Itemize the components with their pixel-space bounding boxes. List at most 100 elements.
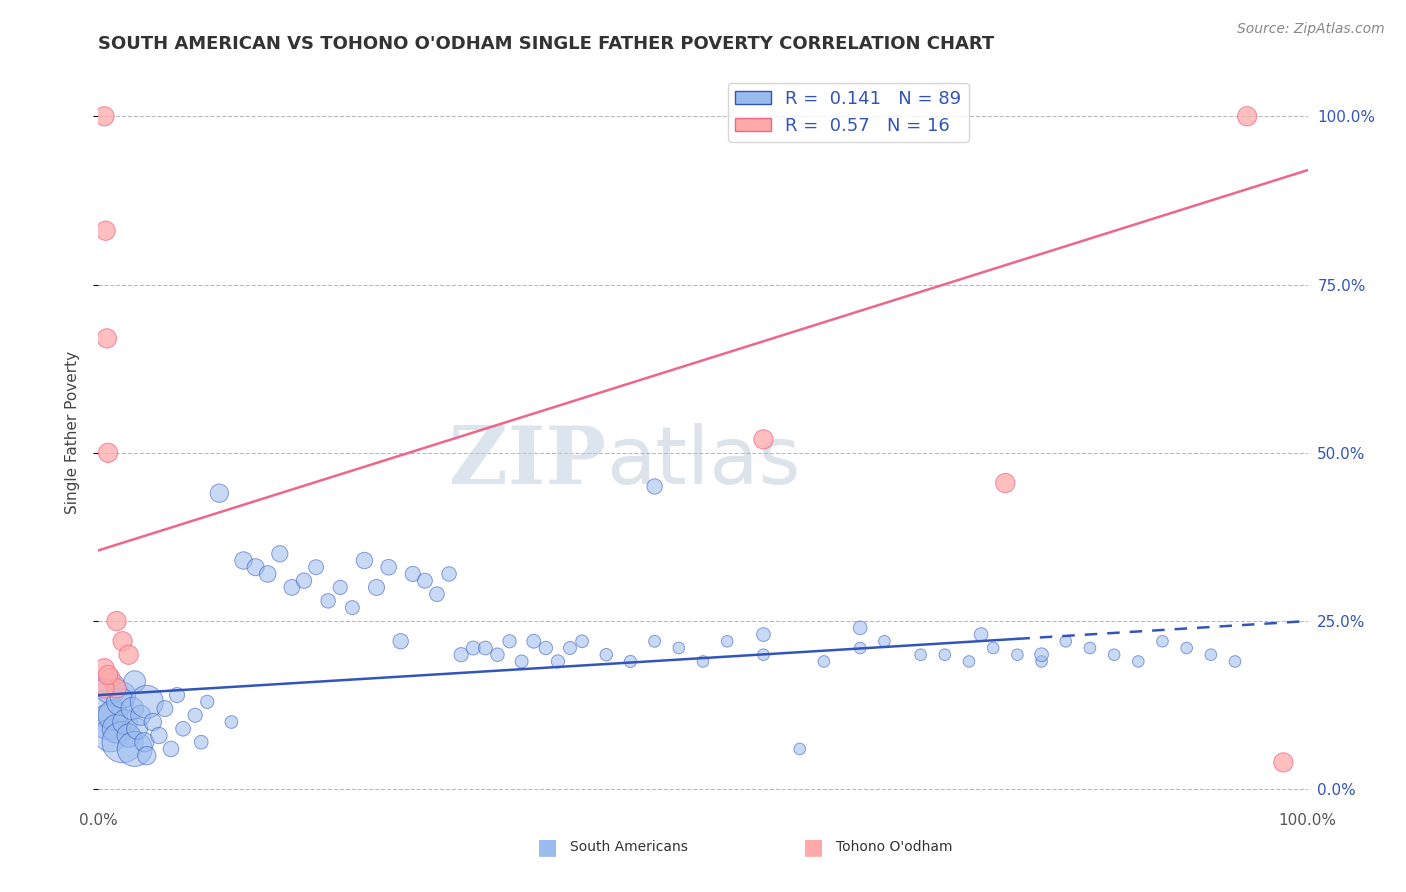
Point — [644, 479, 666, 493]
Point — [716, 634, 738, 648]
Point — [1054, 634, 1077, 648]
Point — [93, 681, 115, 696]
Point — [1102, 648, 1125, 662]
Point — [849, 621, 872, 635]
Point — [269, 547, 291, 561]
Point — [534, 640, 557, 655]
Y-axis label: Single Father Poverty: Single Father Poverty — [65, 351, 80, 514]
Point — [510, 655, 533, 669]
Point — [108, 695, 131, 709]
Point — [1272, 756, 1295, 770]
Point — [232, 553, 254, 567]
Point — [1223, 655, 1246, 669]
Point — [281, 581, 304, 595]
Point — [571, 634, 593, 648]
Point — [426, 587, 449, 601]
Point — [619, 655, 641, 669]
Point — [752, 627, 775, 641]
Point — [342, 600, 364, 615]
Point — [1031, 655, 1053, 669]
Point — [1236, 109, 1258, 123]
Point — [221, 714, 243, 729]
Point — [105, 681, 128, 696]
Point — [413, 574, 436, 588]
Point — [208, 486, 231, 500]
Point — [97, 714, 120, 729]
Text: ■: ■ — [537, 838, 558, 857]
Text: SOUTH AMERICAN VS TOHONO O'ODHAM SINGLE FATHER POVERTY CORRELATION CHART: SOUTH AMERICAN VS TOHONO O'ODHAM SINGLE … — [98, 35, 994, 53]
Point — [124, 742, 146, 756]
Point — [849, 640, 872, 655]
Point — [134, 735, 156, 749]
Text: atlas: atlas — [606, 423, 800, 501]
Point — [558, 640, 581, 655]
Point — [195, 695, 218, 709]
Point — [692, 655, 714, 669]
Point — [96, 331, 118, 345]
Point — [190, 735, 212, 749]
Point — [1078, 640, 1101, 655]
Point — [97, 446, 120, 460]
Point — [1199, 648, 1222, 662]
Point — [450, 648, 472, 662]
Point — [124, 674, 146, 689]
Text: Tohono O'odham: Tohono O'odham — [837, 840, 952, 855]
Point — [981, 640, 1004, 655]
Point — [172, 722, 194, 736]
Point — [101, 708, 124, 723]
Point — [873, 634, 896, 648]
Point — [114, 714, 136, 729]
Point — [105, 614, 128, 628]
Point — [100, 671, 122, 685]
Text: ZIP: ZIP — [450, 423, 606, 501]
Point — [94, 224, 117, 238]
Point — [292, 574, 315, 588]
Point — [1007, 648, 1029, 662]
Point — [160, 742, 183, 756]
Point — [1152, 634, 1174, 648]
Point — [1175, 640, 1198, 655]
Point — [463, 640, 485, 655]
Point — [135, 695, 157, 709]
Point — [111, 634, 134, 648]
Text: South Americans: South Americans — [569, 840, 688, 855]
Point — [118, 729, 141, 743]
Point — [1031, 648, 1053, 662]
Point — [97, 668, 120, 682]
Point — [813, 655, 835, 669]
Point — [970, 627, 993, 641]
Point — [153, 701, 176, 715]
Point — [121, 701, 143, 715]
Text: Source: ZipAtlas.com: Source: ZipAtlas.com — [1237, 22, 1385, 37]
Point — [486, 648, 509, 662]
Point — [100, 729, 122, 743]
Point — [366, 581, 388, 595]
Point — [547, 655, 569, 669]
Point — [142, 714, 165, 729]
Point — [105, 722, 128, 736]
Point — [437, 566, 460, 581]
Point — [166, 688, 188, 702]
Point — [789, 742, 811, 756]
Text: ■: ■ — [803, 838, 824, 857]
Point — [245, 560, 267, 574]
Legend: R =  0.141   N = 89, R =  0.57   N = 16: R = 0.141 N = 89, R = 0.57 N = 16 — [727, 83, 969, 142]
Point — [353, 553, 375, 567]
Point — [934, 648, 956, 662]
Point — [305, 560, 328, 574]
Point — [752, 648, 775, 662]
Point — [498, 634, 520, 648]
Point — [127, 722, 149, 736]
Point — [389, 634, 412, 648]
Point — [752, 433, 775, 447]
Point — [474, 640, 496, 655]
Point — [957, 655, 980, 669]
Point — [111, 735, 134, 749]
Point — [93, 701, 115, 715]
Point — [910, 648, 932, 662]
Point — [377, 560, 399, 574]
Point — [184, 708, 207, 723]
Point — [148, 729, 170, 743]
Point — [129, 708, 152, 723]
Point — [93, 109, 115, 123]
